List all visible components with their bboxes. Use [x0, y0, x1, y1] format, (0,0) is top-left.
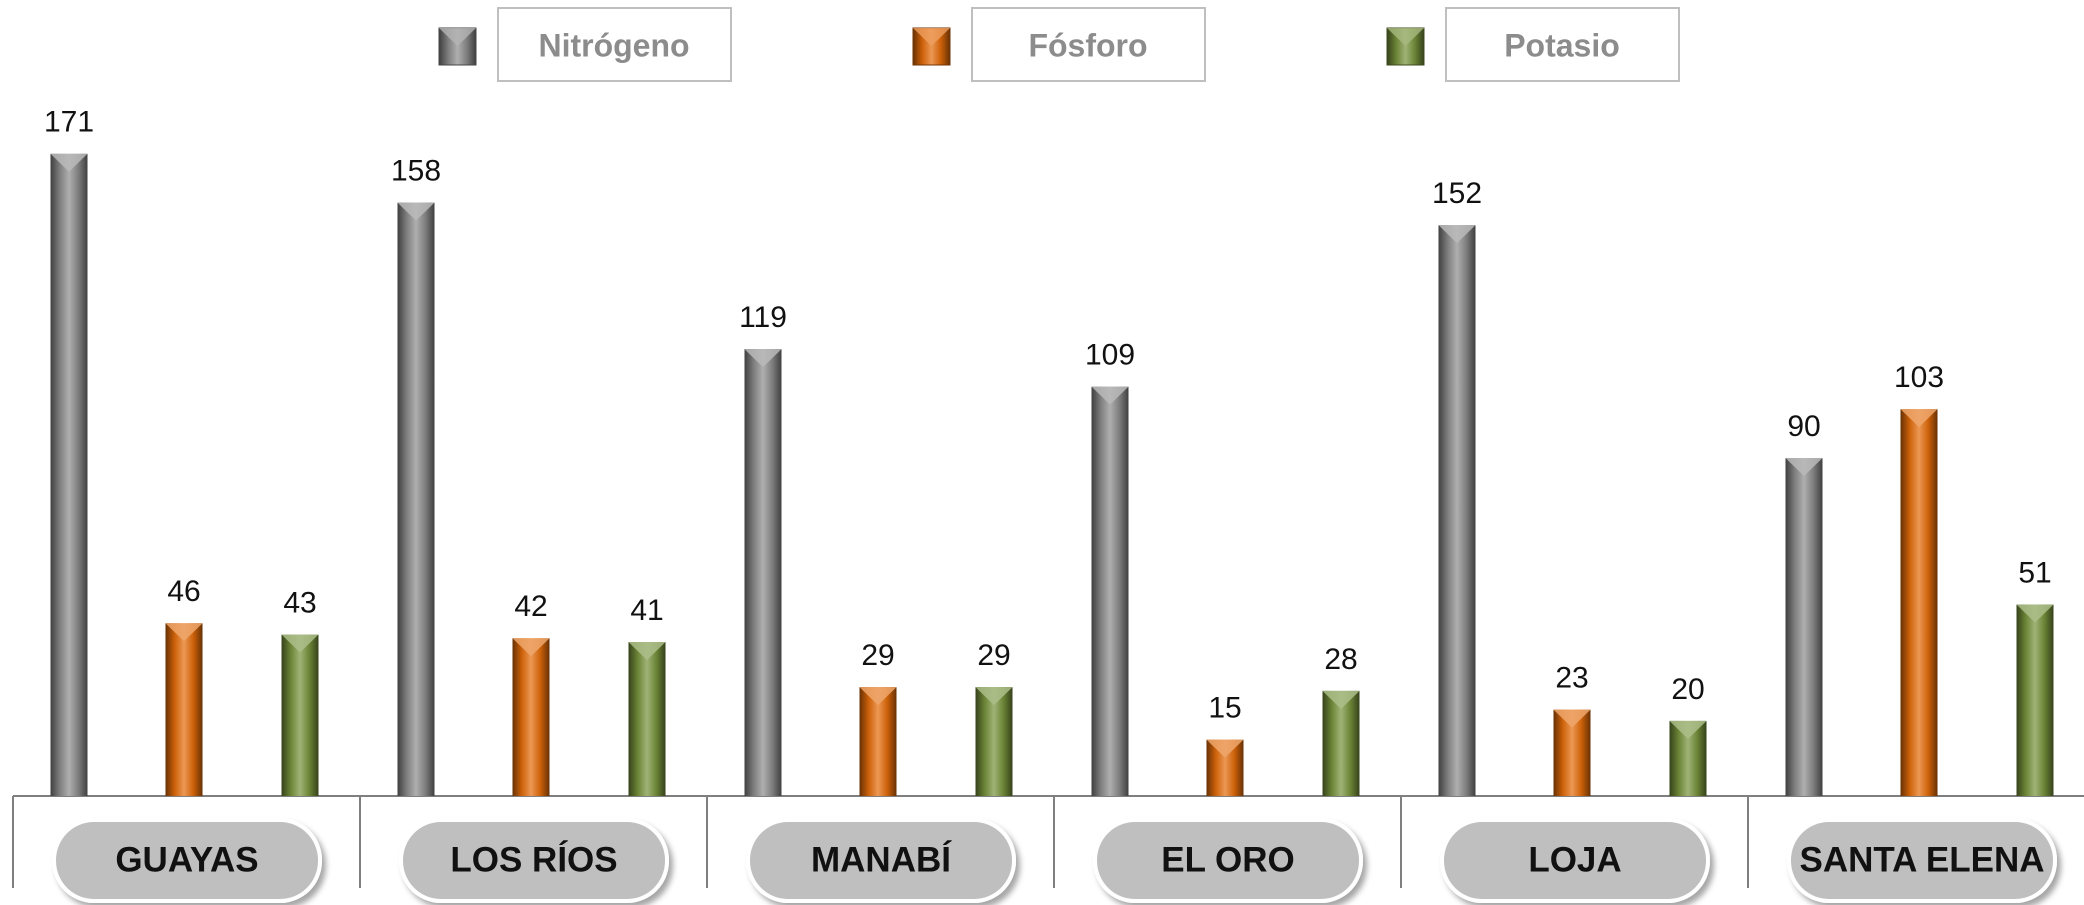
category-pill: [1097, 822, 1359, 899]
bar: [281, 634, 319, 796]
category-pill: [1444, 822, 1706, 899]
bar-bevel: [397, 202, 435, 221]
legend-swatch-bevel: [439, 28, 476, 46]
bar: [744, 349, 782, 796]
bar-bevel: [1438, 225, 1476, 244]
value-label: 90: [1787, 410, 1820, 443]
value-label: 43: [283, 586, 316, 619]
bar: [2016, 604, 2054, 796]
bar-bevel: [1322, 690, 1360, 709]
bar-bevel: [1900, 409, 1938, 428]
bar: [628, 642, 666, 796]
x-tick-label: MANABÍ: [811, 839, 952, 879]
value-label: 119: [739, 301, 787, 334]
legend-box: [1445, 7, 1680, 82]
x-tick-label: EL ORO: [1161, 840, 1295, 879]
bar: [1438, 225, 1476, 797]
bar-bevel: [165, 623, 203, 642]
bar: [859, 687, 897, 796]
bar-bevel: [2016, 604, 2054, 623]
value-label: 23: [1555, 662, 1588, 695]
x-tick-label: SANTA ELENA: [1800, 840, 2045, 879]
bar-bevel: [744, 349, 782, 368]
legend-swatch-bevel: [1387, 28, 1424, 46]
x-tick-label: LOS RÍOS: [450, 839, 617, 879]
category-pill: [56, 822, 318, 899]
value-label: 42: [514, 590, 547, 623]
bar: [397, 202, 435, 797]
category-pill: [403, 822, 665, 899]
bar-bevel: [1553, 709, 1591, 728]
legend-label: Potasio: [1504, 27, 1620, 63]
value-label: 29: [861, 639, 894, 672]
legend-box: [497, 7, 732, 82]
bar: [1091, 386, 1129, 796]
bar-bevel: [628, 642, 666, 661]
legend-label: Nitrógeno: [538, 27, 689, 63]
value-label: 158: [391, 155, 441, 188]
legend-label: Fósforo: [1028, 27, 1147, 63]
value-label: 41: [630, 594, 663, 627]
legend-swatch-bevel: [913, 28, 950, 46]
bar-bevel: [1206, 739, 1244, 758]
x-tick-label: LOJA: [1528, 840, 1621, 879]
bar: [165, 623, 203, 796]
bar-bevel: [512, 638, 550, 657]
value-label: 109: [1085, 339, 1135, 372]
value-label: 15: [1208, 692, 1241, 725]
bar: [512, 638, 550, 796]
category-pill: [750, 822, 1012, 899]
value-label: 51: [2018, 556, 2051, 589]
bar: [1785, 458, 1823, 796]
value-label: 103: [1894, 361, 1944, 394]
bar-bevel: [1785, 458, 1823, 476]
bar-bevel: [975, 687, 1013, 706]
bar-bevel: [50, 153, 88, 172]
value-label: 152: [1432, 177, 1482, 210]
value-label: 29: [977, 639, 1010, 672]
bar: [975, 687, 1013, 796]
value-label: 46: [167, 575, 200, 608]
bar-bevel: [1669, 720, 1707, 739]
bar-bevel: [1091, 386, 1129, 405]
value-label: 28: [1324, 643, 1357, 676]
value-label: 171: [44, 106, 94, 139]
bar-bevel: [859, 687, 897, 706]
bar: [1900, 409, 1938, 796]
value-label: 20: [1671, 673, 1704, 706]
bar-bevel: [281, 634, 319, 653]
category-pill: [1791, 822, 2053, 899]
x-tick-label: GUAYAS: [115, 840, 258, 879]
legend-box: [971, 7, 1206, 82]
bar: [50, 153, 88, 797]
